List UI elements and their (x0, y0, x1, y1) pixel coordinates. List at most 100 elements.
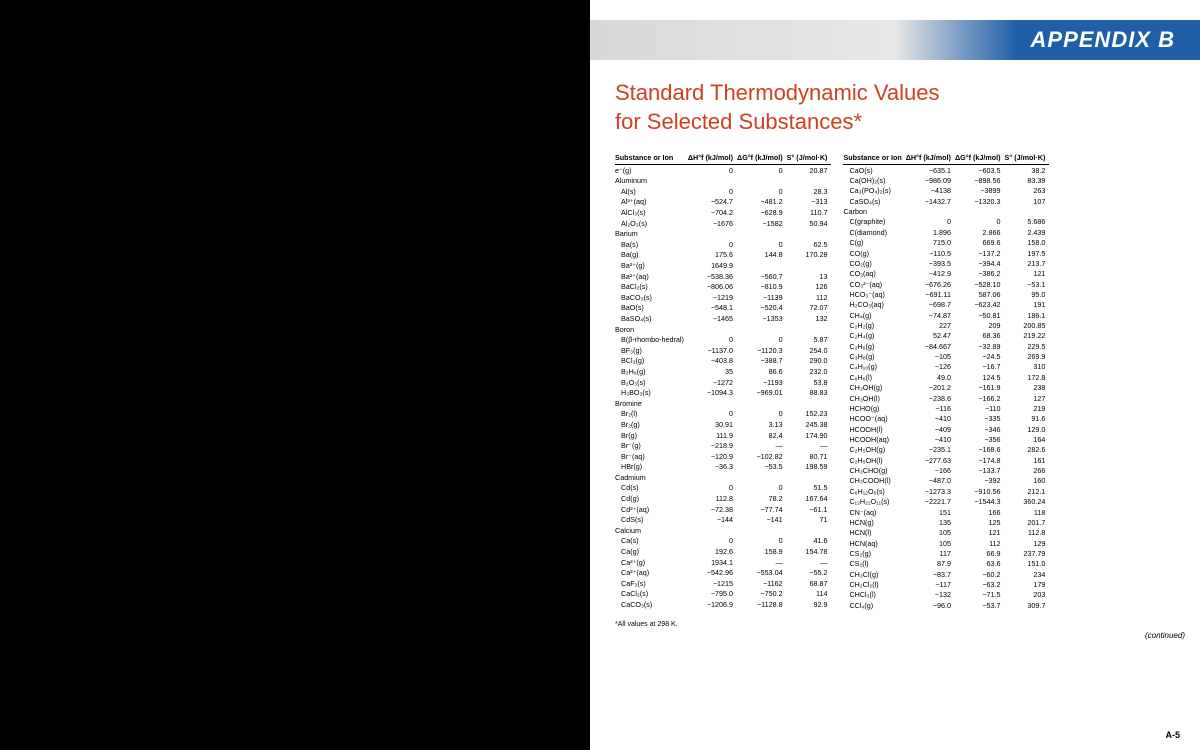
substance-name: CaO(s) (843, 165, 905, 176)
dg-value: 587.06 (955, 289, 1005, 299)
s-value: 266 (1005, 466, 1050, 476)
substance-name: B₂O₃(s) (615, 377, 688, 388)
s-value: 229.5 (1005, 341, 1050, 351)
table-row: CaCO₃(s)−1206.9−1128.892.9 (615, 600, 831, 611)
dh-value: −548.1 (688, 303, 737, 314)
table-row: CO(g)−110.5−137.2197.5 (843, 248, 1049, 258)
dg-value: −910.56 (955, 486, 1005, 496)
substance-name: HCN(l) (843, 528, 905, 538)
category-label: Carbon (843, 207, 1049, 217)
dh-value: −524.7 (688, 197, 737, 208)
s-value: 201.7 (1005, 517, 1050, 527)
table-row: Br⁻(g)−218.9—— (615, 441, 831, 452)
substance-name: C₂H₆(g) (843, 341, 905, 351)
table-row: B₂O₃(s)−1272−119353.8 (615, 377, 831, 388)
dh-value: 0 (688, 335, 737, 346)
table-row: CH₂Cl₂(l)−117−63.2179 (843, 580, 1049, 590)
substance-name: Br⁻(g) (615, 441, 688, 452)
dg-value: −481.2 (737, 197, 787, 208)
dg-value: 0 (737, 239, 787, 250)
dg-value: −77.74 (737, 504, 787, 515)
substance-name: C₂H₂(g) (843, 321, 905, 331)
dg-value: −346 (955, 424, 1005, 434)
dg-value: 166 (955, 507, 1005, 517)
category-label: Calcium (615, 525, 831, 536)
table-row: CS₂(l)87.963.6151.0 (843, 559, 1049, 569)
substance-name: Al₂O₃(s) (615, 218, 688, 229)
dg-value: 0 (737, 165, 787, 176)
substance-name: CN⁻(aq) (843, 507, 905, 517)
footnote: *All values at 298 K. (615, 621, 1185, 628)
table-row: Bromine (615, 398, 831, 409)
dg-value: −24.5 (955, 352, 1005, 362)
table-row: B(β-rhombo-hedral)005.87 (615, 335, 831, 346)
s-value: −53.1 (1005, 279, 1050, 289)
table-row: BCl₃(g)−403.8−388.7290.0 (615, 356, 831, 367)
s-value: 95.0 (1005, 289, 1050, 299)
table-row: Boron (615, 324, 831, 335)
dh-value: −986.09 (906, 176, 955, 186)
table-row: CCl₄(g)−96.0−53.7309.7 (843, 600, 1049, 610)
dg-value: −174.8 (955, 455, 1005, 465)
dg-value: −1320.3 (955, 196, 1005, 206)
s-value: 110.7 (787, 208, 832, 219)
dg-value: −63.2 (955, 580, 1005, 590)
substance-name: CH₃CHO(g) (843, 466, 905, 476)
dh-value: 0 (688, 536, 737, 547)
s-value: 154.78 (787, 547, 832, 558)
dg-value (737, 261, 787, 272)
category-label: Aluminum (615, 176, 831, 187)
dh-value: −1219 (688, 292, 737, 303)
substance-name: C₂H₅OH(l) (843, 455, 905, 465)
dh-value: 1.896 (906, 227, 955, 237)
substance-name: HCN(aq) (843, 538, 905, 548)
dh-value: −84.667 (906, 341, 955, 351)
substance-name: CCl₄(g) (843, 600, 905, 610)
substance-name: Ba(s) (615, 239, 688, 250)
dh-value: 117 (906, 548, 955, 558)
table-row: C₆H₁₂O₆(s)−1273.3−910.56212.1 (843, 486, 1049, 496)
dh-value: −120.9 (688, 451, 737, 462)
s-value: 152.23 (787, 409, 832, 420)
dg-value: −1582 (737, 218, 787, 229)
s-value: 151.0 (1005, 559, 1050, 569)
substance-name: BaCl₂(s) (615, 282, 688, 293)
dg-value: 86.6 (737, 366, 787, 377)
dh-value: 0 (688, 409, 737, 420)
dh-value: −393.5 (906, 258, 955, 268)
s-value: 68.87 (787, 578, 832, 589)
dh-value: −105 (906, 352, 955, 362)
s-value: 237.79 (1005, 548, 1050, 558)
s-value: 186.1 (1005, 310, 1050, 320)
col-s: S° (J/mol·K) (787, 151, 832, 165)
table-row: B₂H₆(g)3586.6232.0 (615, 366, 831, 377)
dh-value: −1137.0 (688, 345, 737, 356)
dh-value: 135 (906, 517, 955, 527)
category-label: Bromine (615, 398, 831, 409)
table-row: HCOOH(l)−409−346129.0 (843, 424, 1049, 434)
s-value: 50.94 (787, 218, 832, 229)
dh-value: −96.0 (906, 600, 955, 610)
s-value: 161 (1005, 455, 1050, 465)
dh-value: −698.7 (906, 300, 955, 310)
table-row: Ca(g)192.6158.9154.78 (615, 547, 831, 558)
dg-value: 82.4 (737, 430, 787, 441)
table-row: Calcium (615, 525, 831, 536)
table-row: BaO(s)−548.1−520.472.07 (615, 303, 831, 314)
substance-name: C₂H₄(g) (843, 331, 905, 341)
s-value: 13 (787, 271, 832, 282)
table-row: C(diamond)1.8962.8662.439 (843, 227, 1049, 237)
s-value: 92.9 (787, 600, 832, 611)
substance-name: CdS(s) (615, 515, 688, 526)
dg-value: — (737, 557, 787, 568)
dh-value: −201.2 (906, 383, 955, 393)
table-row: CH₃OH(g)−201.2−161.9238 (843, 383, 1049, 393)
dg-value: −603.5 (955, 165, 1005, 176)
dg-value: 0 (955, 217, 1005, 227)
table-row: CH₃OH(l)−238.6−166.2127 (843, 393, 1049, 403)
s-value: 309.7 (1005, 600, 1050, 610)
table-row: C₄H₁₀(g)−126−16.7310 (843, 362, 1049, 372)
table-row: HCO₃⁻(aq)−691.11587.0695.0 (843, 289, 1049, 299)
s-value: 53.8 (787, 377, 832, 388)
dg-value: −750.2 (737, 589, 787, 600)
